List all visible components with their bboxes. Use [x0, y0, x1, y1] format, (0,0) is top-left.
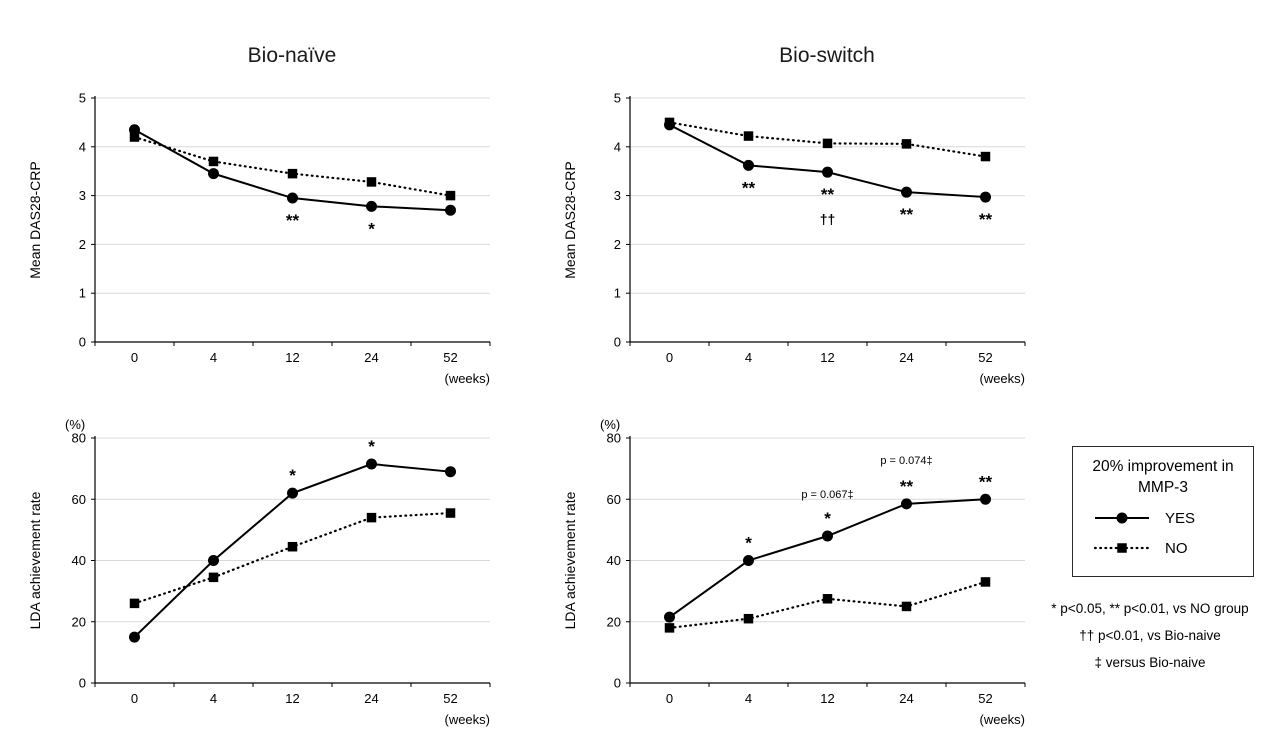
svg-text:0: 0: [131, 691, 138, 706]
svg-text:60: 60: [72, 492, 86, 507]
svg-text:80: 80: [72, 431, 86, 446]
svg-text:(weeks): (weeks): [444, 371, 490, 386]
svg-text:**: **: [900, 477, 914, 496]
svg-text:24: 24: [364, 691, 378, 706]
svg-text:LDA achievement rate: LDA achievement rate: [27, 491, 43, 629]
footnotes: * p<0.05, ** p<0.01, vs NO group †† p<0.…: [1012, 595, 1280, 676]
svg-text:24: 24: [899, 350, 913, 365]
svg-text:40: 40: [72, 553, 86, 568]
svg-text:52: 52: [443, 350, 457, 365]
svg-text:24: 24: [899, 691, 913, 706]
legend-item-no: NO: [1073, 538, 1253, 558]
svg-text:5: 5: [79, 91, 86, 106]
svg-text:0: 0: [79, 335, 86, 350]
svg-text:52: 52: [978, 691, 992, 706]
footnote-asterisk: * p<0.05, ** p<0.01, vs NO group: [1051, 601, 1249, 616]
legend-title: 20% improvement in MMP-3: [1073, 456, 1253, 498]
svg-text:2: 2: [79, 237, 86, 252]
legend-label-no: NO: [1165, 539, 1188, 557]
chart-lda-bio-naive: 0 20 40 60 80 0 4 12 24 52 (weeks) (%) LDA achieveme…: [27, 417, 491, 727]
svg-text:Mean DAS28-CRP: Mean DAS28-CRP: [27, 161, 43, 279]
svg-text:**: **: [286, 211, 300, 230]
svg-text:p = 0.067‡: p = 0.067‡: [801, 489, 853, 501]
svg-text:*: *: [368, 219, 375, 238]
svg-text:60: 60: [607, 492, 621, 507]
legend-box: 20% improvement in MMP-3 YES NO: [1072, 446, 1254, 577]
svg-text:*: *: [289, 466, 296, 485]
column-title-bio-naive: Bio-naïve: [247, 44, 337, 67]
svg-text:12: 12: [820, 691, 834, 706]
footnote-double-dagger: †† p<0.01, vs Bio-naive: [1079, 628, 1221, 643]
svg-text:12: 12: [820, 350, 834, 365]
svg-text:LDA achievement rate: LDA achievement rate: [562, 491, 578, 629]
svg-text:0: 0: [666, 691, 673, 706]
chart-lda-bio-switch: 0 20 40 60 80 0 4 12 24 52 (weeks) (%) LDA achieveme…: [562, 417, 1026, 727]
svg-text:p = 0.074‡: p = 0.074‡: [880, 455, 932, 467]
svg-text:*: *: [824, 509, 831, 528]
svg-text:5: 5: [614, 91, 621, 106]
svg-text:**: **: [900, 205, 914, 224]
solid-line-circle-marker-icon: [1095, 512, 1149, 524]
footnote-ddagger-vs: ‡ versus Bio-naive: [1094, 655, 1206, 670]
svg-text:(%): (%): [65, 417, 85, 432]
svg-text:80: 80: [607, 431, 621, 446]
svg-text:4: 4: [79, 139, 86, 154]
column-title-bio-switch: Bio-switch: [779, 44, 875, 67]
svg-text:4: 4: [614, 139, 621, 154]
svg-text:52: 52: [978, 350, 992, 365]
svg-text:4: 4: [745, 691, 752, 706]
svg-text:24: 24: [364, 350, 378, 365]
svg-text:(weeks): (weeks): [979, 712, 1025, 727]
svg-text:*: *: [368, 437, 375, 456]
svg-text:††: ††: [820, 211, 836, 227]
svg-text:0: 0: [614, 335, 621, 350]
legend-item-yes: YES: [1073, 508, 1253, 528]
svg-text:1: 1: [614, 286, 621, 301]
legend-label-yes: YES: [1165, 509, 1196, 527]
svg-text:(weeks): (weeks): [979, 371, 1025, 386]
svg-text:(%): (%): [600, 417, 620, 432]
svg-text:3: 3: [614, 188, 621, 203]
svg-text:(weeks): (weeks): [444, 712, 490, 727]
svg-text:Mean DAS28-CRP: Mean DAS28-CRP: [562, 161, 578, 279]
svg-text:0: 0: [614, 676, 621, 691]
svg-text:40: 40: [607, 553, 621, 568]
svg-text:20: 20: [607, 614, 621, 629]
svg-text:52: 52: [443, 691, 457, 706]
svg-text:4: 4: [210, 350, 217, 365]
svg-text:*: *: [745, 534, 752, 553]
legend-title-line2: MMP-3: [1138, 479, 1188, 496]
legend-title-line1: 20% improvement in: [1092, 458, 1234, 475]
svg-text:4: 4: [745, 350, 752, 365]
svg-text:12: 12: [285, 691, 299, 706]
svg-text:**: **: [979, 210, 993, 229]
svg-text:**: **: [821, 185, 835, 204]
dotted-line-square-marker-icon: [1093, 543, 1151, 553]
svg-text:0: 0: [79, 676, 86, 691]
svg-text:3: 3: [79, 188, 86, 203]
svg-text:0: 0: [131, 350, 138, 365]
svg-text:2: 2: [614, 237, 621, 252]
svg-text:**: **: [742, 178, 756, 197]
svg-text:12: 12: [285, 350, 299, 365]
svg-text:4: 4: [210, 691, 217, 706]
svg-text:**: **: [979, 472, 993, 491]
svg-text:1: 1: [79, 286, 86, 301]
svg-text:0: 0: [666, 350, 673, 365]
svg-text:20: 20: [72, 614, 86, 629]
